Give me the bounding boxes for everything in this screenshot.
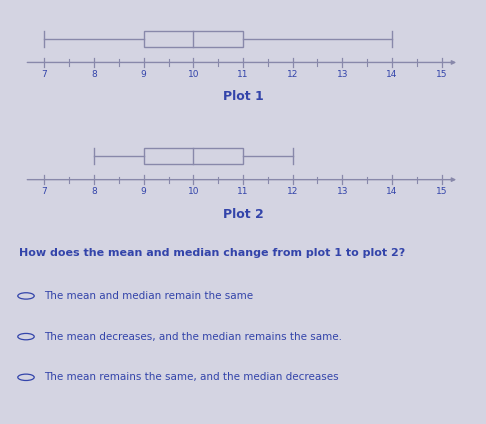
Text: How does the mean and median change from plot 1 to plot 2?: How does the mean and median change from…	[19, 248, 405, 258]
Text: Plot 1: Plot 1	[223, 90, 263, 103]
Text: The mean decreases, and the median remains the same.: The mean decreases, and the median remai…	[44, 332, 342, 342]
Text: 10: 10	[188, 70, 199, 79]
Text: 10: 10	[188, 187, 199, 196]
Text: 12: 12	[287, 70, 298, 79]
Bar	[144, 148, 243, 164]
Text: 7: 7	[41, 187, 47, 196]
Text: The mean remains the same, and the median decreases: The mean remains the same, and the media…	[44, 372, 339, 382]
Text: 8: 8	[91, 70, 97, 79]
Text: 13: 13	[337, 70, 348, 79]
Text: 8: 8	[91, 187, 97, 196]
Bar	[144, 31, 243, 47]
Text: 15: 15	[436, 187, 448, 196]
Text: 7: 7	[41, 70, 47, 79]
Text: 11: 11	[237, 70, 249, 79]
Text: The mean and median remain the same: The mean and median remain the same	[44, 291, 253, 301]
Text: 14: 14	[386, 187, 398, 196]
Text: 14: 14	[386, 70, 398, 79]
Text: Plot 2: Plot 2	[223, 207, 263, 220]
Text: 13: 13	[337, 187, 348, 196]
Text: 9: 9	[141, 70, 147, 79]
Text: 11: 11	[237, 187, 249, 196]
Text: 9: 9	[141, 187, 147, 196]
Text: 12: 12	[287, 187, 298, 196]
Text: 15: 15	[436, 70, 448, 79]
